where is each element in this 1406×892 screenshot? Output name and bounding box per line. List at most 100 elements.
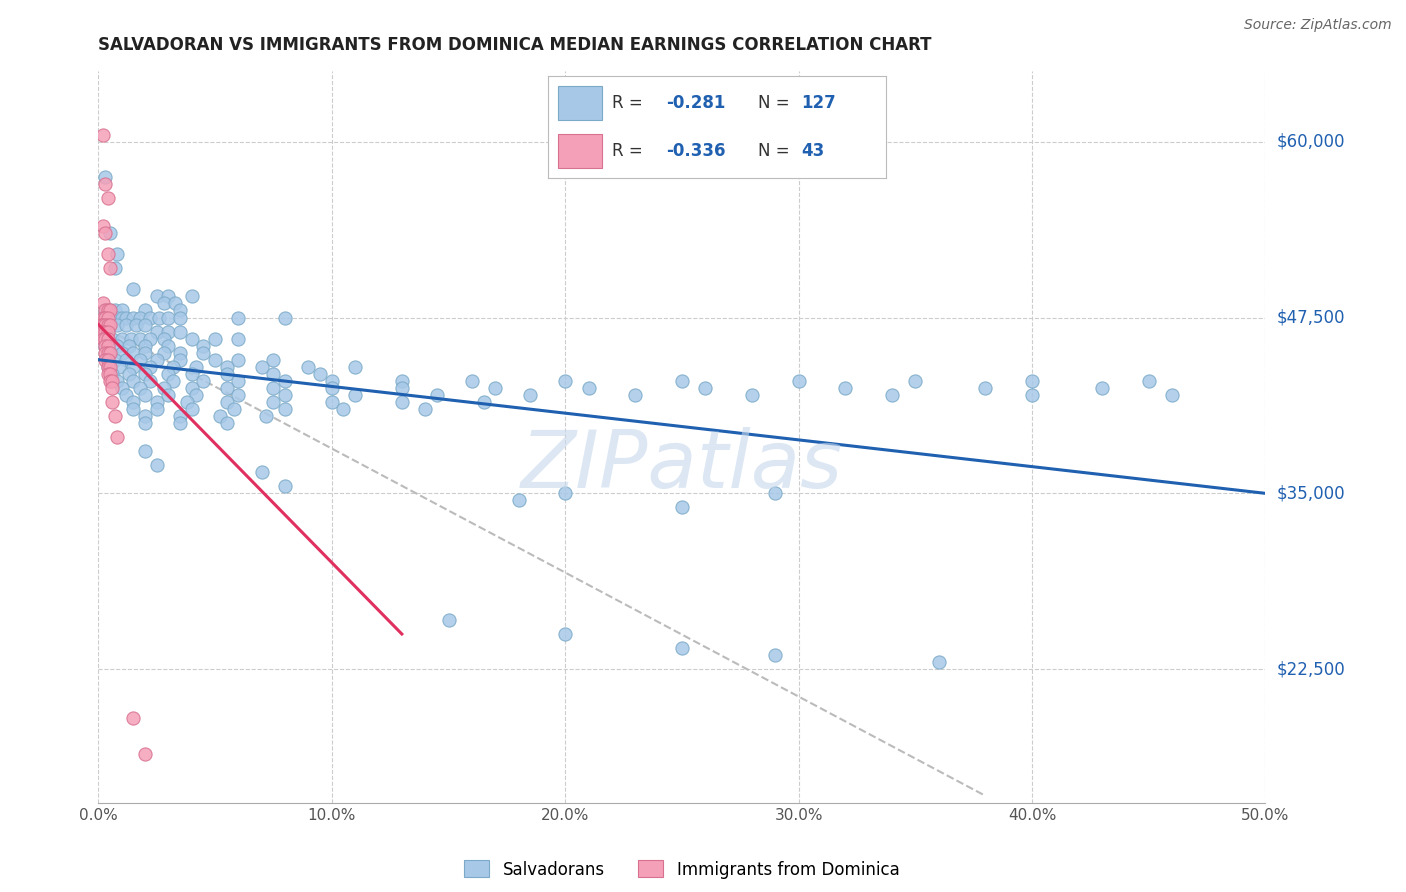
Point xyxy=(101,395,124,409)
Point xyxy=(193,338,215,352)
Point xyxy=(204,332,226,346)
Bar xyxy=(558,135,602,168)
Point xyxy=(344,388,367,402)
Point xyxy=(105,318,128,332)
Point xyxy=(122,282,145,296)
Point xyxy=(94,338,117,352)
Point xyxy=(97,332,120,346)
Point xyxy=(122,401,145,416)
Point xyxy=(763,648,786,662)
Point xyxy=(256,409,278,423)
Point xyxy=(94,318,117,332)
Point xyxy=(274,374,297,388)
Point xyxy=(208,409,231,423)
Point xyxy=(134,747,156,761)
Point xyxy=(146,401,169,416)
Point xyxy=(169,345,191,359)
Point xyxy=(98,345,121,359)
Point xyxy=(101,332,124,346)
Point xyxy=(118,338,141,352)
Point xyxy=(139,374,162,388)
Point xyxy=(215,359,238,374)
Point xyxy=(91,219,114,233)
Text: R =: R = xyxy=(613,142,648,161)
Point xyxy=(139,310,162,325)
Text: 43: 43 xyxy=(801,142,825,161)
Point xyxy=(91,325,114,339)
Point xyxy=(98,303,121,318)
Point xyxy=(94,303,117,318)
Point xyxy=(104,352,127,367)
Point xyxy=(134,388,156,402)
Text: ZIPatlas: ZIPatlas xyxy=(520,427,844,506)
Point xyxy=(1091,381,1114,395)
Point xyxy=(146,289,169,303)
Point xyxy=(94,177,117,191)
Point xyxy=(169,310,191,325)
Point xyxy=(98,261,121,276)
Point xyxy=(115,352,138,367)
Point xyxy=(437,613,460,627)
Point xyxy=(122,310,145,325)
Point xyxy=(508,493,530,508)
Point xyxy=(104,303,127,318)
Point xyxy=(97,310,120,325)
Point xyxy=(180,401,202,416)
Point xyxy=(134,318,156,332)
Point xyxy=(180,367,202,381)
Point xyxy=(193,374,215,388)
Point xyxy=(94,338,117,352)
Point xyxy=(98,303,121,318)
Point xyxy=(148,310,170,325)
Point xyxy=(1021,374,1043,388)
Point xyxy=(134,345,156,359)
Point xyxy=(413,401,436,416)
Point xyxy=(671,641,693,656)
Point xyxy=(94,325,117,339)
Point xyxy=(90,318,112,332)
Point xyxy=(94,352,117,367)
Point xyxy=(215,381,238,395)
Point xyxy=(162,359,184,374)
Point xyxy=(146,458,169,473)
Point xyxy=(262,352,284,367)
Point xyxy=(91,332,114,346)
Point xyxy=(134,444,156,458)
Point xyxy=(97,367,120,381)
Point xyxy=(97,338,120,352)
Point xyxy=(554,374,576,388)
Point xyxy=(624,388,647,402)
Point xyxy=(228,374,250,388)
Point xyxy=(157,367,180,381)
Point xyxy=(904,374,927,388)
Point xyxy=(1021,388,1043,402)
Point xyxy=(344,359,367,374)
Point xyxy=(97,345,120,359)
Point xyxy=(169,416,191,430)
Point xyxy=(321,395,343,409)
Point xyxy=(134,338,156,352)
Point xyxy=(928,655,950,669)
Point xyxy=(91,296,114,310)
Point xyxy=(215,416,238,430)
Point xyxy=(94,303,117,318)
Point xyxy=(129,352,152,367)
Point xyxy=(186,359,208,374)
Point xyxy=(391,374,413,388)
Point xyxy=(834,381,856,395)
Point xyxy=(104,261,127,276)
Point xyxy=(98,318,121,332)
Point xyxy=(215,367,238,381)
Point xyxy=(111,332,134,346)
Point xyxy=(671,374,693,388)
Text: $22,500: $22,500 xyxy=(1277,660,1346,678)
Point xyxy=(152,332,174,346)
Point xyxy=(122,359,145,374)
Point xyxy=(157,388,180,402)
Point xyxy=(97,318,120,332)
Point xyxy=(671,500,693,515)
Point xyxy=(157,289,180,303)
Point xyxy=(974,381,997,395)
Point xyxy=(101,381,124,395)
Text: $47,500: $47,500 xyxy=(1277,309,1346,326)
